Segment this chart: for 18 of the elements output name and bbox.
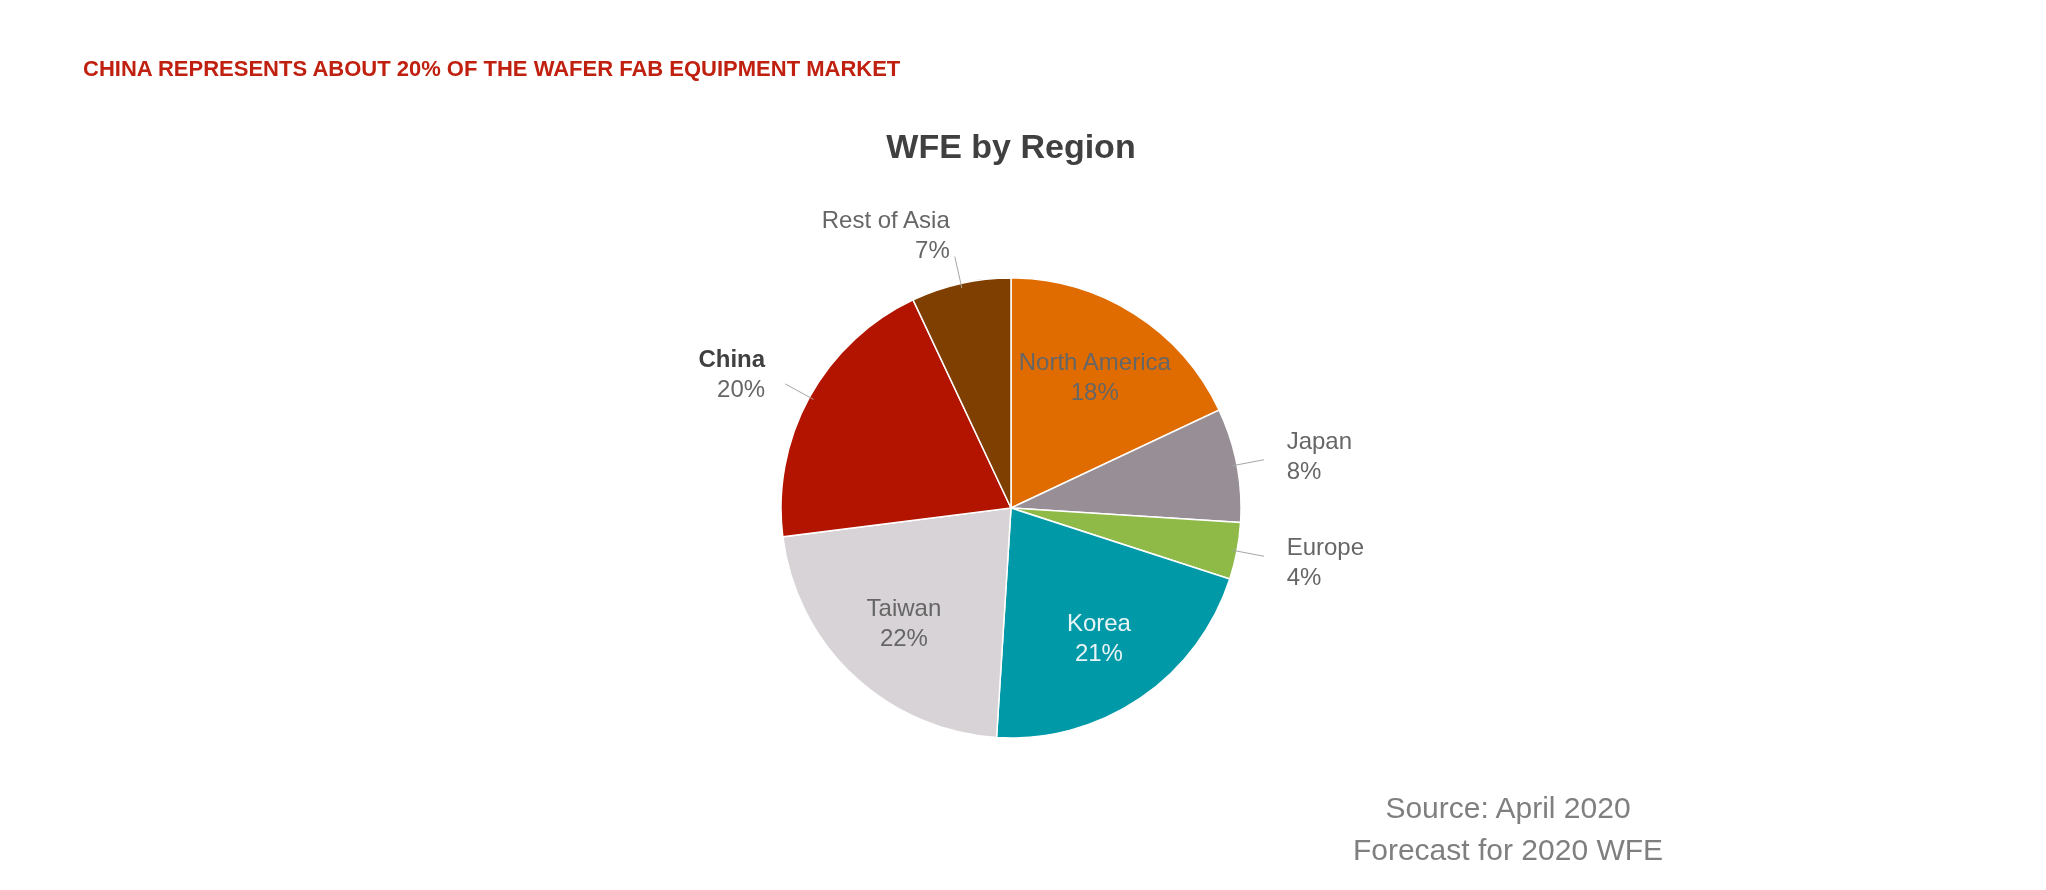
- data-label: 22%: [879, 624, 928, 652]
- text: Forecast for 2020 WFE: [1352, 833, 1664, 866]
- data-label: 4%: [1286, 562, 1322, 590]
- slice-label: Taiwan: [866, 594, 942, 622]
- chart-title: WFE by Region: [886, 127, 1136, 165]
- data-label: 21%: [1074, 639, 1123, 667]
- slice-label: Rest of Asia: [821, 206, 951, 234]
- slice-label: China: [698, 344, 766, 372]
- source-note: Source: April 2020: [1385, 791, 1631, 824]
- text: CHINA REPRESENTS ABOUT 20% OF THE WAFER FAB EQUIPMENT MARKET: [83, 56, 901, 81]
- data-label: 20%: [717, 374, 766, 402]
- data-label: 8%: [1286, 457, 1322, 485]
- slice-label: Europe: [1286, 532, 1365, 560]
- slice-label: Korea: [1066, 609, 1132, 637]
- data-label: 7%: [915, 236, 950, 264]
- slice-label: Japan: [1286, 427, 1353, 455]
- data-label: 18%: [1070, 377, 1119, 405]
- slice-label: North America: [1018, 347, 1172, 375]
